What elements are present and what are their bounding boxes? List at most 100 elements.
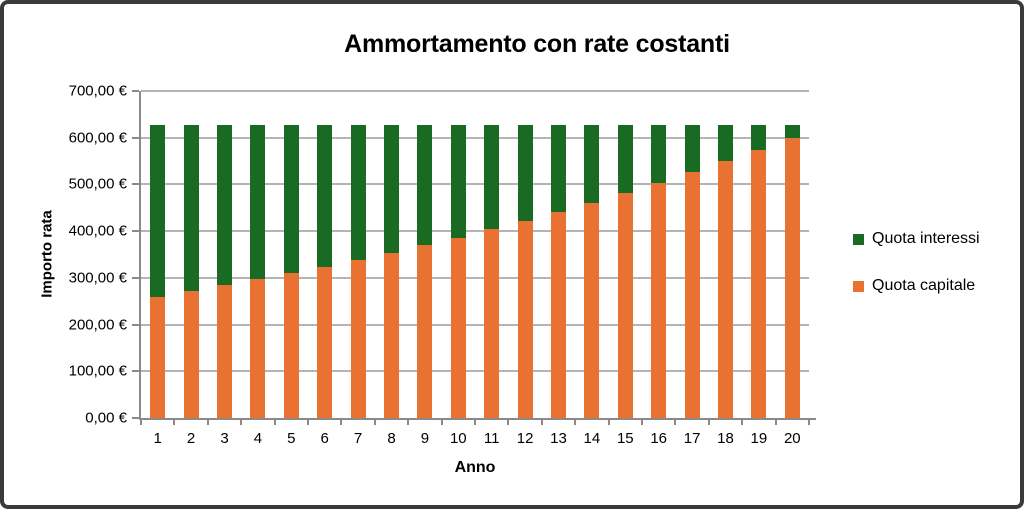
x-axis-label-year-3: 3 bbox=[220, 430, 229, 447]
bar-quota-capitale-year-4 bbox=[250, 279, 266, 418]
bar-quota-capitale-year-5 bbox=[283, 273, 299, 418]
legend-label-quota-interessi: Quota interessi bbox=[872, 230, 980, 247]
x-axis-label-year-18: 18 bbox=[717, 430, 734, 447]
x-axis-label-year-1: 1 bbox=[153, 430, 162, 447]
bar-quota-capitale-year-12 bbox=[517, 220, 533, 418]
x-axis-tick-mark bbox=[340, 420, 343, 425]
bar-quota-interessi-year-11 bbox=[484, 125, 500, 230]
y-axis-tick-mark bbox=[132, 323, 139, 326]
bar-quota-capitale-year-1 bbox=[150, 296, 166, 418]
x-axis-tick-mark bbox=[307, 420, 309, 425]
x-axis-tick-mark bbox=[540, 420, 543, 425]
x-axis-tick-labels: 1 2 3 4 5 6 7 8 9 10 11 12 13 14 15 16 17 18 19 20 bbox=[141, 430, 809, 450]
bar-quota-interessi-year-18 bbox=[718, 125, 733, 162]
gridline-600 bbox=[141, 136, 809, 139]
gridline-500 bbox=[141, 183, 809, 186]
plot-area bbox=[132, 90, 816, 425]
bar-quota-interessi-year-5 bbox=[283, 125, 299, 274]
y-axis-tick-mark bbox=[132, 90, 139, 92]
x-axis-tick-mark bbox=[741, 420, 744, 425]
y-axis-label: 200,00 € bbox=[68, 316, 127, 334]
y-axis-label: 500,00 € bbox=[68, 175, 127, 193]
x-axis-label-year-19: 19 bbox=[750, 430, 768, 447]
x-axis-tick-mark bbox=[474, 420, 476, 425]
y-axis-tick-mark bbox=[132, 230, 139, 233]
gridline-300 bbox=[141, 276, 809, 279]
y-axis-label: 100,00 € bbox=[68, 362, 127, 380]
gridline-400 bbox=[141, 230, 809, 233]
x-axis-label-year-9: 9 bbox=[420, 430, 430, 447]
bar-quota-interessi-year-13 bbox=[551, 125, 566, 213]
x-axis-tick-mark bbox=[507, 420, 510, 425]
x-axis-tick-mark bbox=[607, 420, 610, 425]
bar-quota-interessi-year-9 bbox=[417, 125, 433, 246]
bar-quota-interessi-year-16 bbox=[651, 125, 667, 183]
bar-quota-interessi-year-19 bbox=[751, 125, 767, 150]
bar-quota-capitale-year-9 bbox=[417, 245, 433, 418]
x-axis-tick-mark bbox=[373, 420, 376, 425]
bar-quota-capitale-year-18 bbox=[718, 161, 733, 418]
x-axis-label-year-17: 17 bbox=[683, 430, 701, 447]
x-axis-tick-mark bbox=[707, 420, 710, 425]
y-axis-label: 0,00 € bbox=[85, 409, 127, 427]
y-axis-tick-mark bbox=[132, 276, 139, 279]
gridline-700 bbox=[141, 90, 809, 92]
x-axis-tick-mark bbox=[808, 420, 810, 425]
y-axis-label: 600,00 € bbox=[68, 129, 127, 147]
chart-title: Ammortamento con rate costanti bbox=[344, 30, 730, 58]
x-axis-label-year-10: 10 bbox=[449, 430, 467, 447]
x-axis-label-year-16: 16 bbox=[650, 430, 668, 447]
x-axis-label-year-14: 14 bbox=[583, 430, 601, 447]
x-axis-label-year-7: 7 bbox=[353, 430, 363, 447]
bar-quota-interessi-year-8 bbox=[384, 125, 399, 253]
bar-quota-capitale-year-17 bbox=[684, 172, 700, 418]
x-axis-tick-mark bbox=[240, 420, 243, 425]
x-axis-tick-mark bbox=[173, 420, 176, 425]
x-axis-label-year-5: 5 bbox=[287, 430, 296, 447]
x-axis-label-year-11: 11 bbox=[483, 430, 500, 447]
y-axis-tick-mark bbox=[132, 183, 139, 186]
bar-quota-interessi-year-6 bbox=[317, 125, 333, 267]
x-axis-label-year-15: 15 bbox=[616, 430, 634, 447]
bar-quota-capitale-year-11 bbox=[484, 229, 500, 418]
x-axis-tick-mark bbox=[273, 420, 276, 425]
bar-quota-capitale-year-8 bbox=[384, 252, 399, 418]
y-axis-tick-mark bbox=[132, 370, 139, 373]
bar-quota-capitale-year-16 bbox=[651, 182, 667, 418]
bar-quota-capitale-year-10 bbox=[450, 237, 466, 418]
legend-entry-quota-interessi: Quota interessi bbox=[853, 230, 980, 248]
y-axis-tick-mark bbox=[132, 417, 139, 419]
x-axis-line bbox=[139, 418, 816, 420]
x-axis-tick-mark bbox=[206, 420, 209, 425]
bar-quota-interessi-year-15 bbox=[617, 125, 633, 194]
bar-quota-capitale-year-6 bbox=[317, 266, 333, 418]
bar-quota-interessi-year-3 bbox=[217, 125, 232, 286]
bar-quota-interessi-year-20 bbox=[784, 125, 800, 138]
legend-swatch-green-icon bbox=[853, 233, 864, 245]
x-axis-tick-mark bbox=[774, 420, 777, 425]
bar-quota-interessi-year-7 bbox=[350, 125, 366, 260]
x-axis-tick-mark bbox=[641, 420, 643, 425]
bar-quota-capitale-year-13 bbox=[551, 212, 566, 418]
x-axis-tick-mark bbox=[407, 420, 410, 425]
y-axis-line bbox=[139, 91, 141, 420]
bar-quota-capitale-year-20 bbox=[784, 137, 800, 418]
x-axis-tick-mark bbox=[574, 420, 577, 425]
y-axis-label: 700,00 € bbox=[68, 82, 127, 100]
bar-quota-capitale-year-19 bbox=[751, 149, 767, 418]
bar-quota-interessi-year-17 bbox=[684, 125, 700, 173]
bar-quota-capitale-year-2 bbox=[183, 291, 199, 418]
x-axis-label-year-12: 12 bbox=[516, 430, 534, 447]
x-axis-label-year-4: 4 bbox=[253, 430, 263, 447]
bar-quota-interessi-year-1 bbox=[150, 125, 166, 297]
y-axis-label: 400,00 € bbox=[68, 222, 127, 240]
x-axis-label-year-8: 8 bbox=[387, 430, 396, 447]
bar-quota-interessi-year-12 bbox=[517, 125, 533, 221]
bar-quota-capitale-year-14 bbox=[584, 202, 600, 418]
x-axis-title: Anno bbox=[454, 459, 496, 476]
x-axis-label-year-13: 13 bbox=[550, 430, 567, 447]
x-axis-label-year-2: 2 bbox=[186, 430, 196, 447]
x-axis-label-year-20: 20 bbox=[783, 430, 801, 447]
x-axis-label-year-6: 6 bbox=[320, 430, 329, 447]
legend-label-quota-capitale: Quota capitale bbox=[872, 277, 976, 294]
